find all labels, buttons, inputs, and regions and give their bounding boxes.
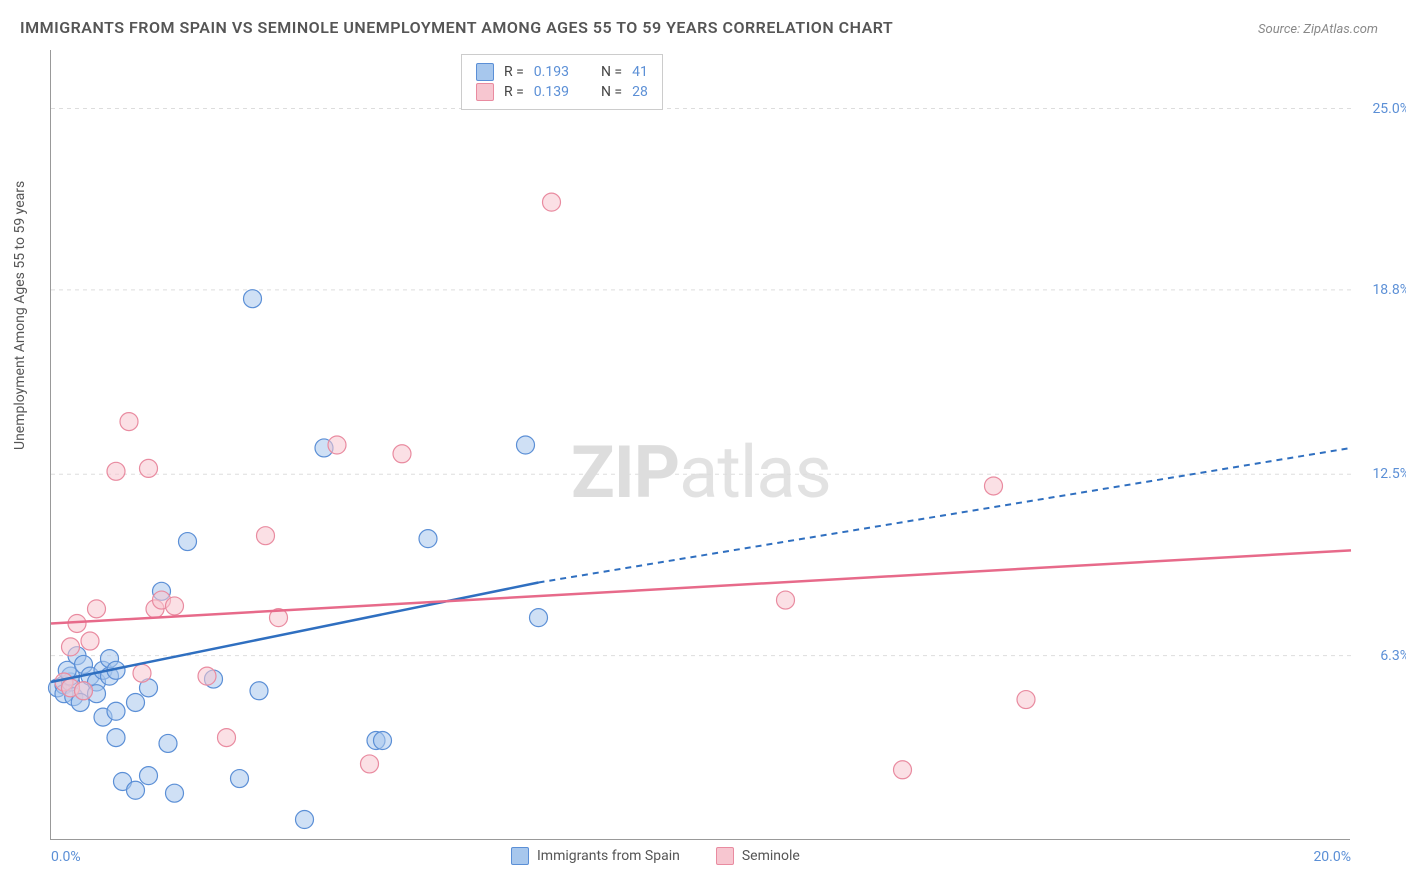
- scatter-point: [218, 729, 236, 747]
- n-label: N =: [601, 64, 622, 80]
- scatter-point: [530, 609, 548, 627]
- y-tick-label: 6.3%: [1355, 648, 1406, 664]
- x-tick-label: 0.0%: [51, 849, 81, 865]
- scatter-point: [81, 632, 99, 650]
- scatter-point: [107, 462, 125, 480]
- y-tick-label: 18.8%: [1355, 282, 1406, 298]
- scatter-point: [985, 477, 1003, 495]
- trend-line: [51, 583, 539, 682]
- scatter-point: [374, 732, 392, 750]
- scatter-point: [127, 693, 145, 711]
- scatter-point: [140, 767, 158, 785]
- r-value-2: 0.139: [534, 84, 569, 100]
- scatter-point: [361, 755, 379, 773]
- source-attribution: Source: ZipAtlas.com: [1258, 22, 1378, 37]
- scatter-point: [166, 597, 184, 615]
- scatter-point: [159, 734, 177, 752]
- n-value-1: 41: [632, 64, 648, 80]
- legend-item-1: Immigrants from Spain: [511, 847, 680, 865]
- scatter-point: [328, 436, 346, 454]
- correlation-legend: R = 0.193 N = 41 R = 0.139 N = 28: [461, 54, 663, 110]
- scatter-point: [140, 459, 158, 477]
- swatch-series-2: [476, 83, 494, 101]
- scatter-point: [419, 530, 437, 548]
- scatter-point: [179, 533, 197, 551]
- scatter-point: [231, 770, 249, 788]
- r-label: R =: [504, 84, 524, 100]
- scatter-point: [75, 682, 93, 700]
- plot-area: ZIPatlas 6.3%12.5%18.8%25.0% 0.0%20.0% R…: [50, 50, 1350, 840]
- y-tick-label: 12.5%: [1355, 466, 1406, 482]
- scatter-point: [393, 445, 411, 463]
- swatch-series-2: [716, 847, 734, 865]
- scatter-point: [894, 761, 912, 779]
- y-axis-label: Unemployment Among Ages 55 to 59 years: [12, 181, 28, 450]
- scatter-point: [244, 290, 262, 308]
- scatter-point: [257, 527, 275, 545]
- scatter-point: [127, 781, 145, 799]
- scatter-point: [107, 702, 125, 720]
- scatter-point: [296, 811, 314, 829]
- scatter-point: [517, 436, 535, 454]
- x-tick-label: 20.0%: [1313, 849, 1351, 865]
- legend-item-2: Seminole: [716, 847, 800, 865]
- legend-row-series-2: R = 0.139 N = 28: [476, 83, 648, 101]
- y-tick-label: 25.0%: [1355, 101, 1406, 117]
- series-legend: Immigrants from Spain Seminole: [511, 847, 800, 865]
- swatch-series-1: [511, 847, 529, 865]
- scatter-point: [88, 600, 106, 618]
- n-label: N =: [601, 84, 622, 100]
- scatter-point: [133, 664, 151, 682]
- scatter-point: [166, 784, 184, 802]
- n-value-2: 28: [632, 84, 648, 100]
- legend-label-2: Seminole: [742, 848, 800, 864]
- scatter-point: [62, 638, 80, 656]
- swatch-series-1: [476, 63, 494, 81]
- trend-line-extrapolated: [539, 448, 1352, 583]
- correlation-chart: IMMIGRANTS FROM SPAIN VS SEMINOLE UNEMPL…: [0, 0, 1406, 892]
- scatter-point: [107, 729, 125, 747]
- scatter-point: [1017, 691, 1035, 709]
- scatter-point: [543, 193, 561, 211]
- legend-row-series-1: R = 0.193 N = 41: [476, 63, 648, 81]
- scatter-point: [250, 682, 268, 700]
- r-value-1: 0.193: [534, 64, 569, 80]
- r-label: R =: [504, 64, 524, 80]
- chart-svg: [51, 50, 1350, 839]
- trend-line: [51, 550, 1351, 623]
- scatter-point: [777, 591, 795, 609]
- chart-title: IMMIGRANTS FROM SPAIN VS SEMINOLE UNEMPL…: [20, 18, 893, 37]
- scatter-point: [120, 413, 138, 431]
- legend-label-1: Immigrants from Spain: [537, 848, 680, 864]
- scatter-point: [198, 667, 216, 685]
